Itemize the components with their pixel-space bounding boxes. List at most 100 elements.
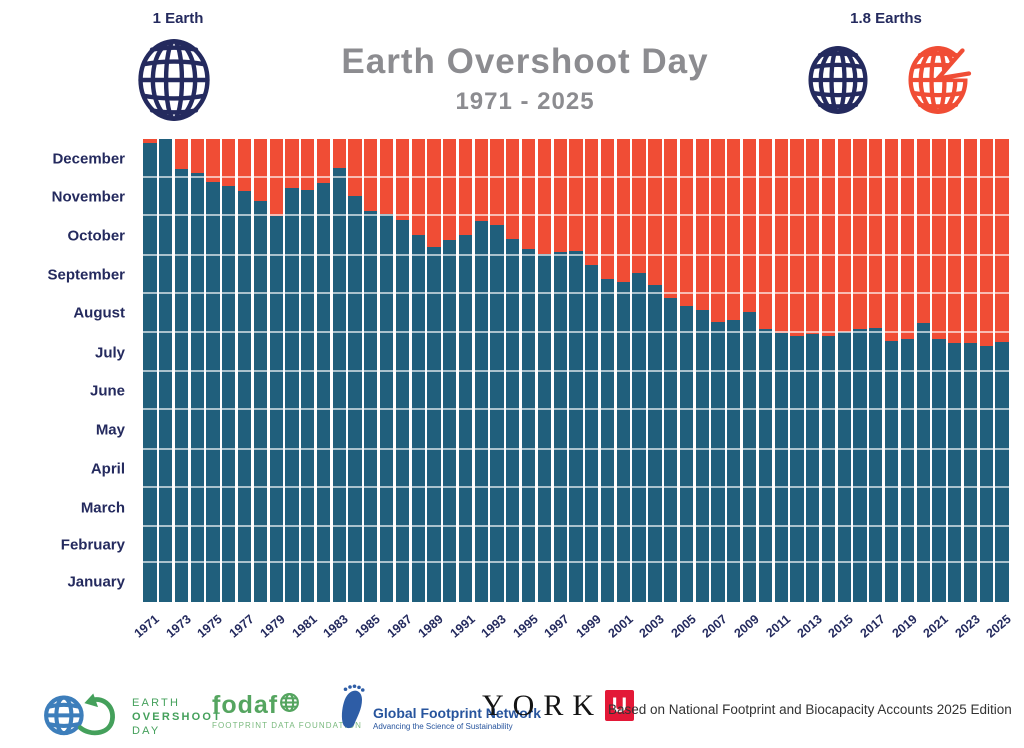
- month-label-march: March: [80, 499, 125, 516]
- bar-biocapacity-segment: [379, 213, 394, 602]
- year-label-2015: 2015: [825, 612, 857, 641]
- year-label-2007: 2007: [699, 612, 731, 641]
- bar-overshoot-segment: [758, 139, 772, 330]
- month-label-september: September: [47, 266, 125, 284]
- bar-biocapacity-segment: [963, 343, 978, 602]
- bar-biocapacity-segment: [143, 142, 157, 602]
- month-label-february: February: [60, 536, 125, 554]
- fodafo-wordmark: fodaf: [212, 691, 279, 719]
- year-label-1979: 1979: [257, 612, 289, 641]
- bar-biocapacity-segment: [695, 310, 709, 602]
- bar-biocapacity-segment: [758, 329, 772, 602]
- year-label-2025: 2025: [983, 612, 1015, 641]
- year-label-2017: 2017: [857, 612, 888, 641]
- bar-overshoot-segment: [885, 139, 899, 341]
- month-gridline: [142, 331, 1010, 334]
- bar-biocapacity-segment: [411, 235, 425, 602]
- month-axis: January February March April May June July Augu…: [0, 139, 127, 602]
- bar-overshoot-segment: [301, 139, 315, 190]
- bar-1995: [522, 139, 536, 602]
- bar-biocapacity-segment: [837, 331, 851, 602]
- bar-1982: [316, 139, 331, 602]
- bar-overshoot-segment: [821, 139, 836, 336]
- bar-2020: [916, 139, 930, 602]
- year-label-2005: 2005: [668, 612, 699, 641]
- bar-biocapacity-segment: [301, 189, 315, 602]
- bar-biocapacity-segment: [600, 278, 615, 602]
- bar-1978: [253, 139, 267, 602]
- bar-overshoot-segment: [285, 139, 299, 189]
- bar-biocapacity-segment: [995, 341, 1009, 602]
- bar-overshoot-segment: [711, 139, 725, 322]
- bar-overshoot-segment: [806, 139, 820, 335]
- bar-2018: [885, 139, 899, 602]
- month-label-january: January: [67, 573, 125, 591]
- year-label-2001: 2001: [605, 612, 636, 641]
- bar-1973: [174, 139, 189, 602]
- gfn-name: Global Footprint Network: [373, 705, 541, 721]
- month-gridline: [142, 253, 1010, 256]
- bar-2013: [806, 139, 820, 602]
- bar-overshoot-segment: [600, 139, 615, 279]
- bar-biocapacity-segment: [364, 211, 378, 602]
- bar-biocapacity-segment: [742, 311, 757, 602]
- bar-biocapacity-segment: [632, 273, 646, 602]
- bar-overshoot-segment: [474, 139, 488, 222]
- bar-overshoot-segment: [364, 139, 378, 212]
- bar-overshoot-segment: [695, 139, 709, 311]
- bar-1993: [490, 139, 504, 602]
- month-label-april: April: [90, 460, 125, 478]
- month-gridline: [142, 291, 1010, 294]
- year-label-1997: 1997: [541, 612, 573, 641]
- footprint-icon: [338, 682, 368, 739]
- gfn-tagline: Advancing the Science of Sustainability: [373, 722, 513, 731]
- bar-2003: [648, 139, 662, 602]
- year-label-2023: 2023: [952, 612, 983, 641]
- bar-2012: [790, 139, 804, 602]
- bar-2002: [632, 139, 646, 602]
- year-label-1983: 1983: [320, 612, 352, 641]
- bar-2010: [758, 139, 772, 602]
- bar-overshoot-segment: [664, 139, 678, 298]
- bar-biocapacity-segment: [664, 297, 678, 602]
- eod-logo-line2: OVERSHOOT: [132, 710, 223, 723]
- bar-overshoot-segment: [537, 139, 552, 255]
- month-label-august: August: [73, 304, 125, 322]
- bar-1998: [569, 139, 583, 602]
- chart-subtitle: 1971 - 2025: [455, 88, 595, 115]
- earth-overshoot-day-logo: EARTH OVERSHOOT DAY: [42, 686, 222, 747]
- bar-biocapacity-segment: [806, 334, 820, 602]
- bar-biocapacity-segment: [569, 250, 583, 602]
- bar-overshoot-segment: [237, 139, 252, 191]
- bar-overshoot-segment: [443, 139, 457, 241]
- bar-2008: [727, 139, 741, 602]
- bar-biocapacity-segment: [711, 321, 725, 602]
- globe-icon: [802, 42, 874, 123]
- bar-biocapacity-segment: [395, 220, 410, 602]
- bar-overshoot-segment: [190, 139, 204, 174]
- month-gridline: [142, 447, 1010, 450]
- bar-biocapacity-segment: [979, 345, 993, 602]
- bar-2021: [932, 139, 946, 602]
- month-label-december: December: [52, 150, 125, 168]
- bar-overshoot-segment: [916, 139, 930, 323]
- bar-biocapacity-segment: [948, 343, 962, 602]
- bar-overshoot-segment: [632, 139, 646, 274]
- month-label-october: October: [67, 227, 125, 245]
- month-gridline: [142, 370, 1010, 373]
- plot-area: [142, 139, 1010, 602]
- bar-1994: [506, 139, 520, 602]
- year-label-1991: 1991: [447, 612, 478, 641]
- bar-overshoot-segment: [900, 139, 915, 340]
- month-label-november: November: [51, 188, 125, 206]
- month-gridline: [142, 408, 1010, 411]
- bar-overshoot-segment: [253, 139, 267, 202]
- bar-1999: [585, 139, 599, 602]
- bar-overshoot-segment: [648, 139, 662, 285]
- bar-overshoot-segment: [774, 139, 788, 334]
- chart-title: Earth Overshoot Day: [341, 42, 709, 81]
- year-label-1989: 1989: [415, 612, 446, 641]
- bar-overshoot-segment: [332, 139, 346, 169]
- bar-overshoot-segment: [569, 139, 583, 251]
